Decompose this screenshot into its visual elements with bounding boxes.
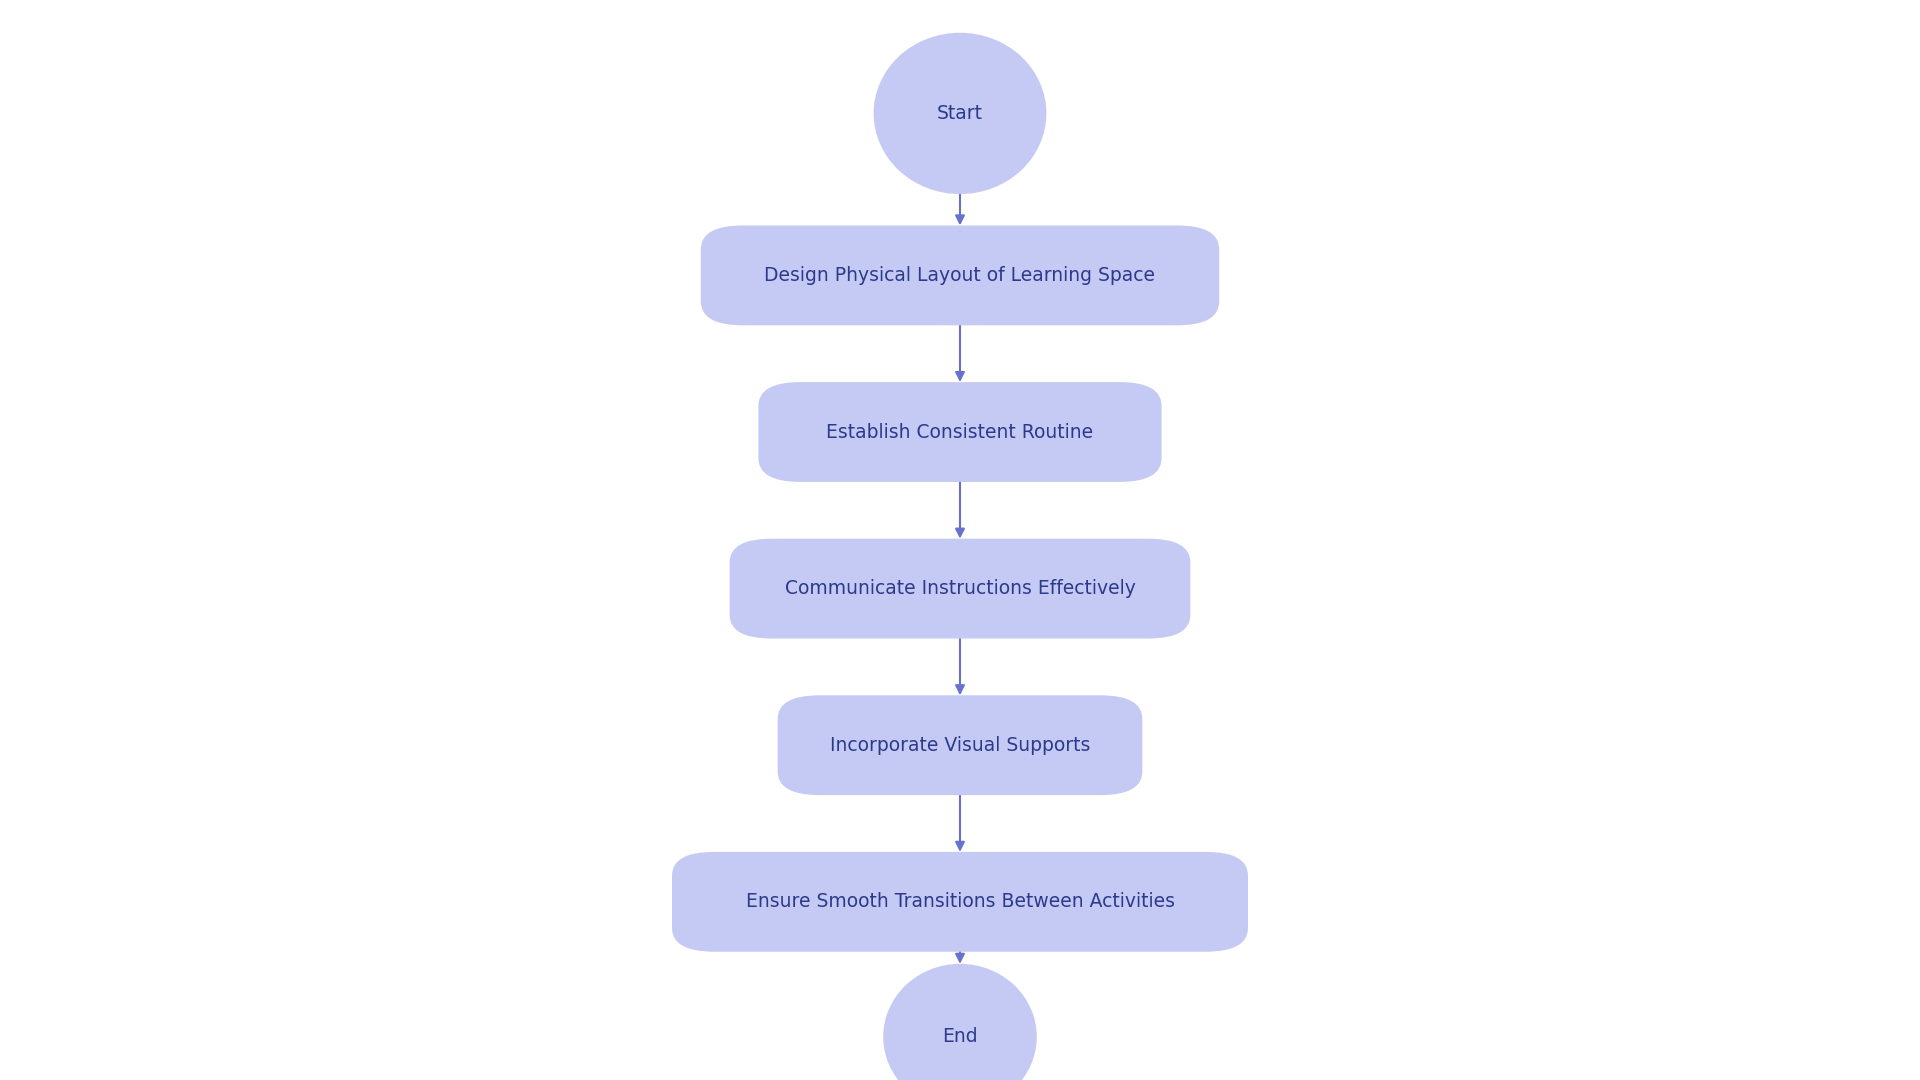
Text: Establish Consistent Routine: Establish Consistent Routine	[826, 422, 1094, 442]
Text: Ensure Smooth Transitions Between Activities: Ensure Smooth Transitions Between Activi…	[745, 892, 1175, 912]
FancyBboxPatch shape	[730, 539, 1190, 638]
Text: End: End	[943, 1027, 977, 1047]
Ellipse shape	[883, 963, 1037, 1080]
Text: Design Physical Layout of Learning Space: Design Physical Layout of Learning Space	[764, 266, 1156, 285]
Ellipse shape	[874, 32, 1046, 194]
Text: Communicate Instructions Effectively: Communicate Instructions Effectively	[785, 579, 1135, 598]
FancyBboxPatch shape	[758, 382, 1162, 482]
FancyBboxPatch shape	[701, 226, 1219, 325]
FancyBboxPatch shape	[778, 696, 1142, 795]
Text: Start: Start	[937, 104, 983, 123]
Text: Incorporate Visual Supports: Incorporate Visual Supports	[829, 735, 1091, 755]
FancyBboxPatch shape	[672, 852, 1248, 951]
